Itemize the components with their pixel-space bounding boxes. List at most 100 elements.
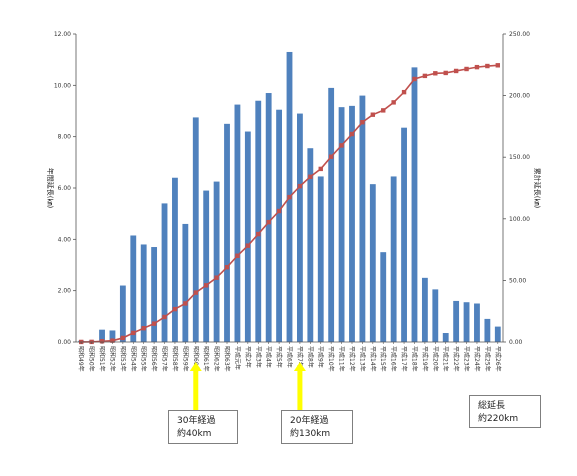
- bar: [328, 87, 335, 343]
- bar: [192, 117, 199, 343]
- cumulative-point: [172, 306, 178, 312]
- bar: [317, 176, 324, 342]
- x-tick-label: 昭和63年: [223, 346, 231, 372]
- x-tick-label: 昭和49年: [77, 346, 85, 372]
- cumulative-point: [401, 89, 407, 95]
- bar: [380, 252, 387, 342]
- cumulative-point: [256, 231, 261, 237]
- bar: [265, 93, 272, 343]
- bar: [99, 329, 105, 342]
- x-tick-label: 平成4年: [265, 346, 273, 368]
- cumulative-point: [464, 66, 469, 72]
- bar: [234, 104, 241, 342]
- bar: [119, 285, 126, 342]
- bar: [109, 330, 116, 342]
- bar: [130, 235, 137, 342]
- x-tick-label: 平成12年: [348, 346, 356, 372]
- y-right-tick-label: 200.00: [509, 93, 530, 100]
- y-right-tick-label: 50.00: [509, 277, 526, 284]
- x-tick-label: 平成13年: [358, 346, 366, 372]
- cumulative-point: [412, 76, 417, 82]
- x-tick-label: 平成26年: [494, 346, 502, 372]
- x-tick-label: 昭和57年: [161, 346, 169, 372]
- cumulative-point: [245, 243, 251, 248]
- annotation-30-years-line1: 30年経過: [177, 416, 216, 426]
- y-right-tick-label: 250.00: [509, 31, 530, 38]
- bar: [453, 300, 460, 342]
- x-tick-label: 昭和55年: [140, 346, 148, 372]
- annotation-20-years-line2: 約130km: [290, 429, 331, 439]
- x-tick-label: 平成18年: [410, 346, 418, 372]
- arrow-30-years-shaft: [193, 370, 199, 412]
- x-tick-label: 昭和59年: [181, 346, 189, 372]
- x-tick-label: 平成14年: [369, 346, 377, 372]
- bar: [349, 105, 355, 342]
- x-tick-label: 平成2年: [244, 346, 252, 368]
- annotation-20-years-line1: 20年経過: [290, 416, 329, 426]
- cumulative-point: [308, 174, 313, 179]
- x-tick-label: 平成20年: [431, 346, 439, 372]
- x-tick-label: 平成11年: [338, 346, 346, 372]
- annotation-total-line2: 約220km: [478, 414, 519, 424]
- cumulative-point: [349, 131, 355, 137]
- bar: [442, 333, 449, 342]
- bar: [484, 318, 491, 342]
- y-axis-left-title: 年間延長(㎞): [46, 168, 55, 209]
- y-right-tick-label: 100.00: [509, 216, 530, 223]
- cumulative-point: [266, 219, 271, 225]
- cumulative-point: [391, 100, 396, 105]
- bar: [463, 302, 470, 342]
- axes: 0.00 2.00 4.00 6.00 8.00 10.00 12.00 0.00 50.00 1…: [46, 31, 542, 372]
- cumulative-point: [328, 154, 334, 159]
- y-left-tick-label: 4.00: [58, 236, 72, 243]
- annotation-arrows: [189, 362, 306, 412]
- x-tick-label: 平成19年: [421, 346, 429, 372]
- y-left-tick-label: 2.00: [58, 288, 72, 295]
- cumulative-point: [443, 70, 448, 76]
- x-tick-label: 平成23年: [463, 346, 471, 372]
- bar: [474, 303, 480, 342]
- x-tick-label: 平成17年: [400, 346, 408, 372]
- cumulative-point: [287, 194, 292, 200]
- x-tick-label: 平成16年: [390, 346, 398, 372]
- x-tick-label: 平成6年: [286, 346, 294, 368]
- bar: [255, 100, 262, 342]
- y-left-tick-label: 0.00: [58, 339, 72, 346]
- cumulative-point: [203, 283, 209, 288]
- bar: [296, 113, 303, 342]
- cumulative-point: [370, 112, 376, 117]
- cumulative-point: [235, 253, 240, 258]
- x-tick-label: 平成24年: [473, 346, 481, 372]
- cumulative-point: [141, 326, 146, 331]
- bars: [78, 51, 501, 343]
- cumulative-point: [339, 143, 344, 148]
- x-tick-label: 平成22年: [452, 346, 460, 372]
- cumulative-point: [151, 321, 157, 326]
- annotation-20-years: 20年経過 約130km: [281, 410, 353, 444]
- bar: [401, 127, 407, 342]
- cumulative-point: [183, 301, 188, 306]
- cumulative-point: [495, 63, 500, 68]
- x-tick-label: 平成21年: [442, 346, 450, 372]
- x-tick-label: 平成7年: [296, 346, 304, 368]
- cumulative-point: [318, 166, 323, 172]
- cumulative-point: [214, 275, 219, 280]
- cumulative-point: [110, 338, 115, 343]
- cumulative-point: [131, 330, 136, 336]
- bar: [276, 109, 283, 342]
- cumulative-point: [433, 71, 438, 76]
- cumulative-point: [224, 265, 230, 270]
- cumulative-point: [276, 208, 282, 214]
- y-left-tick-label: 12.00: [54, 31, 71, 38]
- x-tick-label: 昭和58年: [171, 346, 179, 372]
- x-tick-label: 昭和56年: [150, 346, 158, 372]
- bar: [494, 326, 501, 342]
- x-tick-label: 昭和51年: [98, 346, 106, 372]
- x-tick-label: 昭和61年: [202, 346, 210, 372]
- x-tick-label: 昭和54年: [129, 346, 137, 372]
- cumulative-point: [422, 73, 428, 79]
- x-tick-label: 平成10年: [327, 346, 335, 372]
- annotation-30-years-line2: 約40km: [177, 429, 212, 439]
- bar: [411, 67, 418, 342]
